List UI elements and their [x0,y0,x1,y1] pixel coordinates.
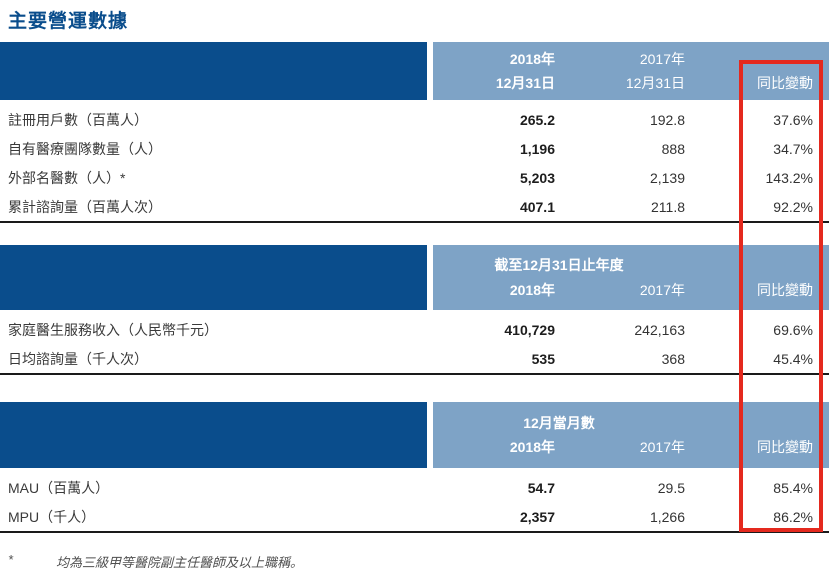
footnote-marker: * [8,552,14,567]
header-year-2018: 2018年 [509,281,555,298]
row-label: 累計諮詢量（百萬人次） [8,198,162,215]
table1-body: 註冊用戶數（百萬人） 265.2 192.8 37.6% 自有醫療團隊數量（人）… [0,100,829,223]
table-row: 註冊用戶數（百萬人） 265.2 192.8 37.6% [0,105,829,134]
row-label: 日均諮詢量（千人次） [8,350,148,367]
header-year-2017: 2017年 [639,50,685,67]
table-row: 外部名醫數（人）* 5,203 2,139 143.2% [0,163,829,192]
header-period-label: 12月當月數 [523,414,595,431]
value-2018: 407.1 [519,198,555,215]
header-year-2018: 2018年 [509,439,555,455]
header-yoy-spacer [685,50,813,68]
table2-header-year-row: 2018年 2017年 同比變動 [433,281,813,299]
row-label: 家庭醫生服務收入（人民幣千元） [8,321,218,338]
value-2017: 29.5 [657,479,685,496]
table2-header-dark-block [0,245,427,310]
header-yoy-spacer [685,256,813,274]
value-2017: 368 [661,350,685,367]
value-2017: 211.8 [651,198,685,215]
value-yoy: 69.6% [773,321,813,338]
header-date-2018: 12月31日 [495,75,555,91]
value-2017: 2,139 [649,169,685,186]
operating-data-table-3: 12月當月數 2018年 2017年 同比變動 MAU（百萬人） 54.7 29… [0,402,829,533]
footnote: * 均為三級甲等醫院副主任醫師及以上職稱。 [8,552,303,571]
value-yoy: 85.4% [773,479,813,496]
table-row: 日均諮詢量（千人次） 535 368 45.4% [0,344,829,373]
value-yoy: 143.2% [765,169,813,186]
value-2018: 265.2 [519,111,555,128]
header-yoy-label: 同比變動 [757,75,813,91]
row-label: 自有醫療團隊數量（人） [8,140,162,157]
header-yoy-label: 同比變動 [757,281,813,298]
header-yoy-spacer [685,414,813,432]
header-year-2017: 2017年 [639,439,685,455]
operating-data-table-1: 2018年 2017年 12月31日 12月31日 同比變動 註冊用戶數（百萬人… [0,42,829,223]
page-title: 主要營運數據 [8,11,129,32]
table2-header-columns: 截至12月31日止年度 2018年 2017年 同比變動 [433,245,829,310]
row-label: MAU（百萬人） [8,479,110,496]
footnote-text: 均為三級甲等醫院副主任醫師及以上職稱。 [56,555,304,570]
value-yoy: 34.7% [773,140,813,157]
table-row: 自有醫療團隊數量（人） 1,196 888 34.7% [0,134,829,163]
table2-body: 家庭醫生服務收入（人民幣千元） 410,729 242,163 69.6% 日均… [0,310,829,375]
value-yoy: 86.2% [773,508,813,525]
row-label: 註冊用戶數（百萬人） [8,111,148,128]
table1-header-columns: 2018年 2017年 12月31日 12月31日 同比變動 [433,42,829,100]
table3-header-year-row: 2018年 2017年 同比變動 [433,438,813,456]
value-yoy: 37.6% [773,111,813,128]
value-2017: 242,163 [634,321,685,338]
table3-header-columns: 12月當月數 2018年 2017年 同比變動 [433,402,829,468]
operating-data-table-2: 截至12月31日止年度 2018年 2017年 同比變動 家庭醫生服務收入（人民… [0,245,829,375]
value-yoy: 45.4% [773,350,813,367]
table1-header-year-row: 2018年 2017年 [433,50,813,68]
row-label: MPU（千人） [8,508,96,525]
value-2018: 54.7 [527,479,555,496]
table-row: 累計諮詢量（百萬人次） 407.1 211.8 92.2% [0,192,829,221]
table-row: 家庭醫生服務收入（人民幣千元） 410,729 242,163 69.6% [0,315,829,344]
table1-header-dark-block [0,42,427,100]
header-date-2017: 12月31日 [625,75,685,91]
table3-header-span-row: 12月當月數 [433,414,813,432]
value-2017: 888 [661,140,685,157]
table-row: MPU（千人） 2,357 1,266 86.2% [0,502,829,531]
header-year-2017: 2017年 [639,281,685,298]
header-year-2018: 2018年 [509,50,555,67]
header-yoy-label: 同比變動 [757,439,813,455]
table3-body: MAU（百萬人） 54.7 29.5 85.4% MPU（千人） 2,357 1… [0,468,829,533]
table-row: MAU（百萬人） 54.7 29.5 85.4% [0,473,829,502]
table2-header-band: 截至12月31日止年度 2018年 2017年 同比變動 [0,245,829,310]
value-2018: 2,357 [519,508,555,525]
value-2017: 1,266 [649,508,685,525]
table3-header-band: 12月當月數 2018年 2017年 同比變動 [0,402,829,468]
value-2018: 1,196 [519,140,555,157]
header-period-label: 截至12月31日止年度 [494,257,624,274]
table2-header-span-row: 截至12月31日止年度 [433,256,813,274]
value-yoy: 92.2% [773,198,813,215]
value-2017: 192.8 [649,111,685,128]
row-label: 外部名醫數（人）* [8,169,126,186]
table1-header-band: 2018年 2017年 12月31日 12月31日 同比變動 [0,42,829,100]
table1-header-date-row: 12月31日 12月31日 同比變動 [433,74,813,92]
table3-header-dark-block [0,402,427,468]
value-2018: 535 [531,350,555,367]
value-2018: 5,203 [519,169,555,186]
value-2018: 410,729 [504,321,555,338]
